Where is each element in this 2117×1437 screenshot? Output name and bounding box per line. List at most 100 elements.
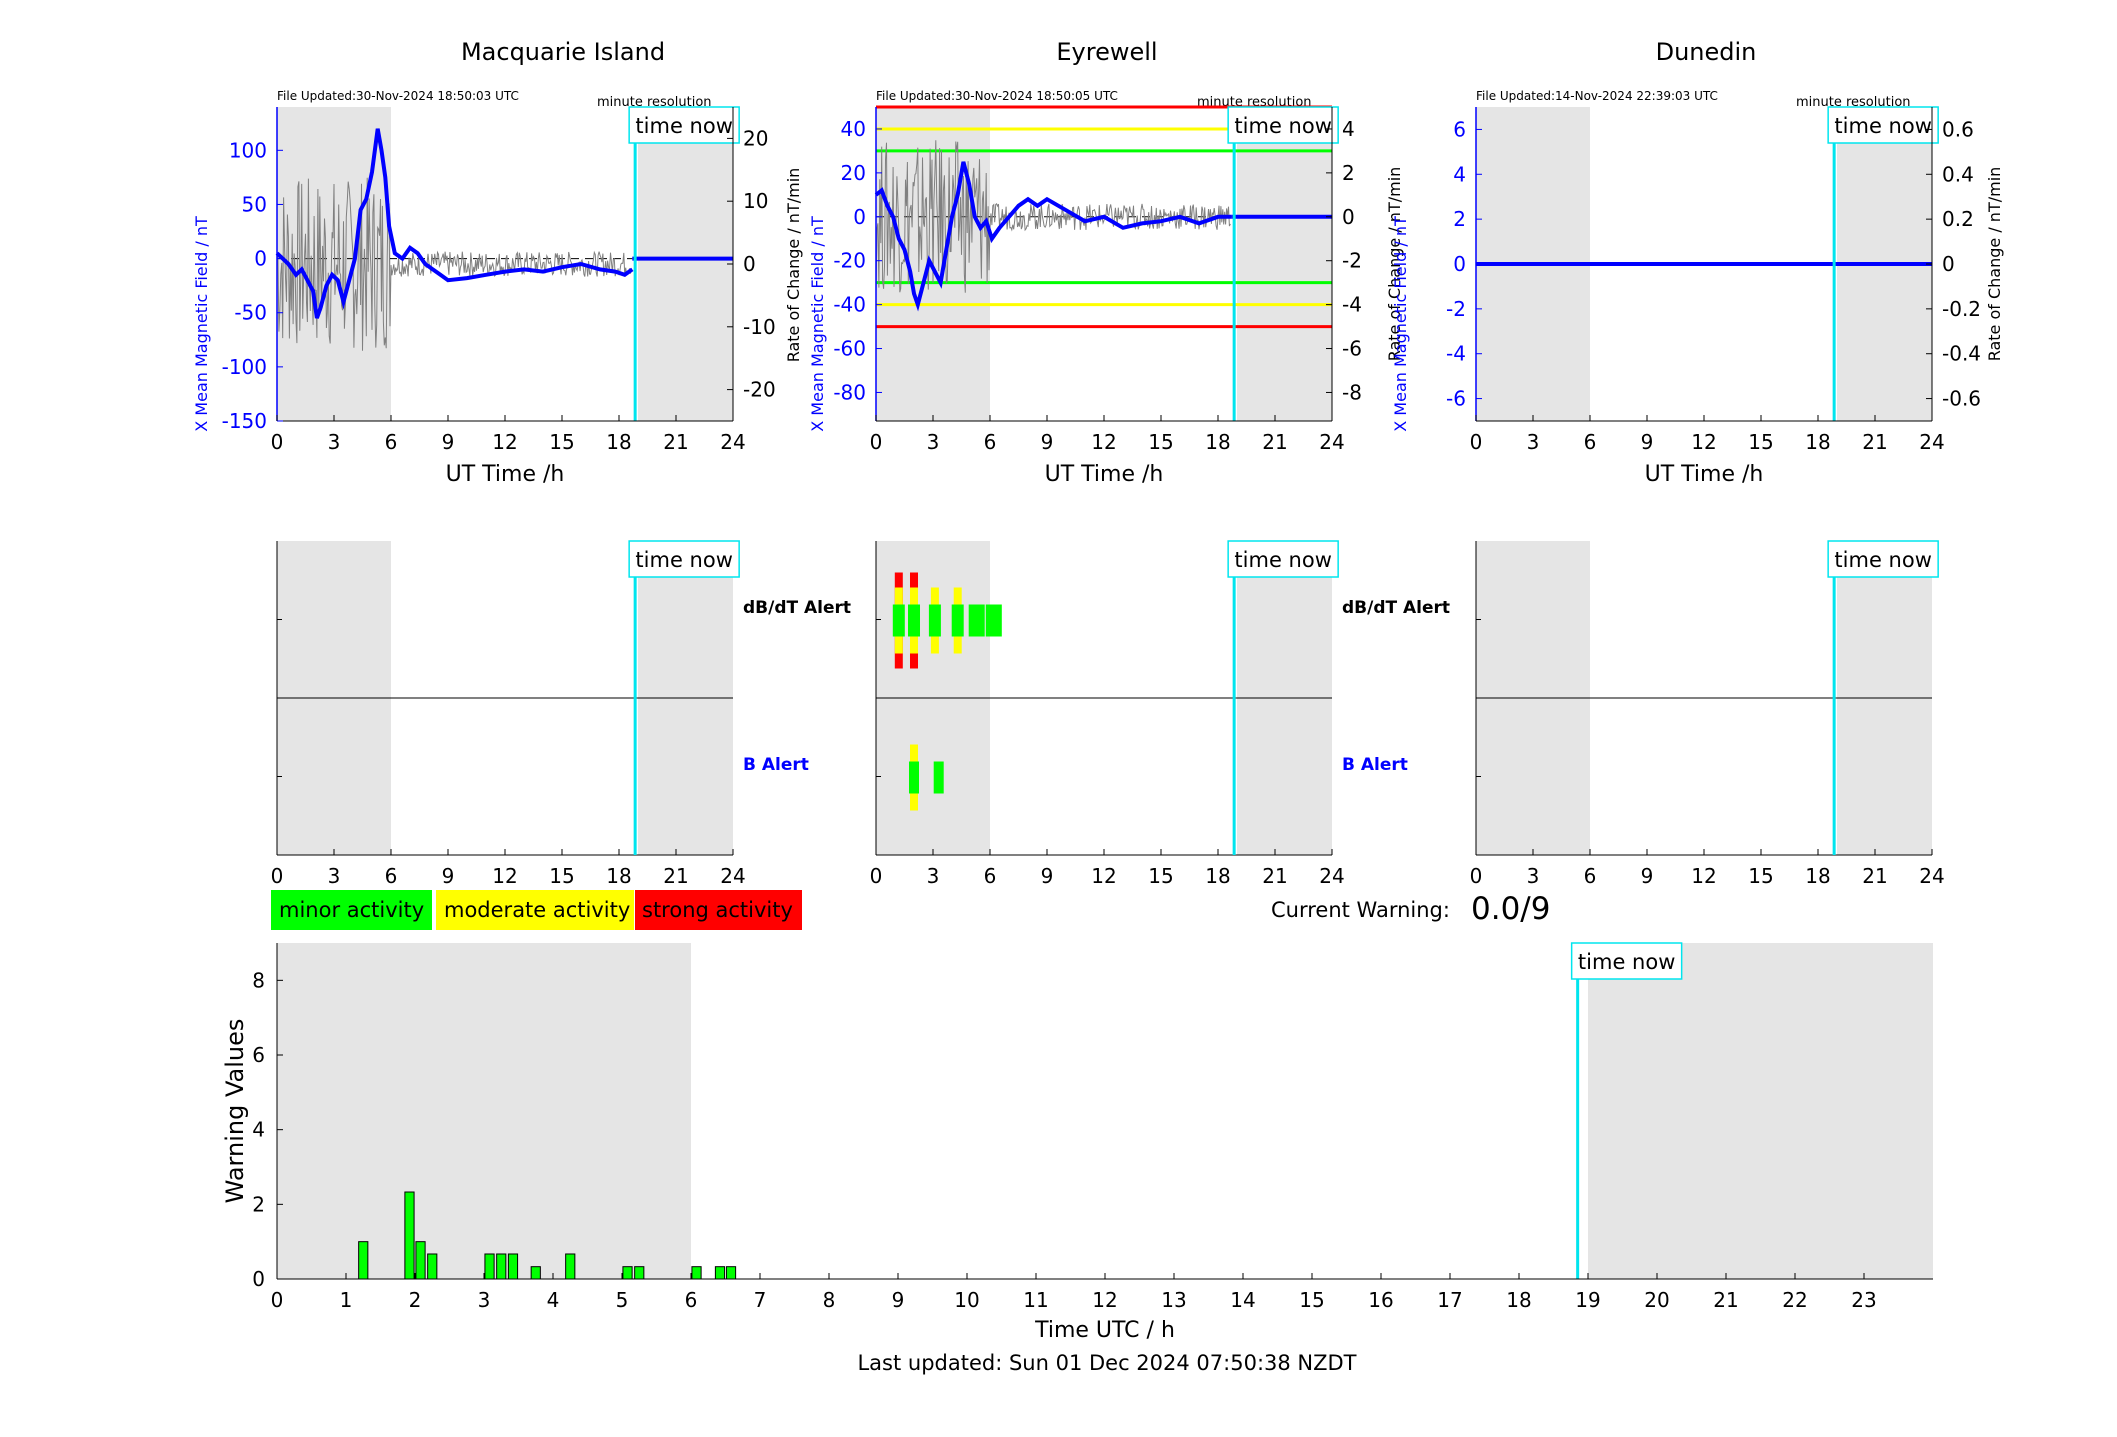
warning-x-tick-label-16: 16	[1368, 1288, 1393, 1312]
right-tick-label-macquarie-2: 0	[743, 252, 756, 276]
legend-strong-swatch	[635, 890, 802, 930]
warning-x-tick-label-7: 7	[754, 1288, 767, 1312]
warning-bar-6	[507, 1253, 519, 1280]
legend-minor-label: minor activity	[279, 898, 424, 922]
alert-x-tick-label-macquarie-3: 9	[442, 864, 455, 888]
field-plot-dunedin: time now-6-4-20246-0.6-0.4-0.200.20.40.6…	[1391, 106, 2004, 487]
right-tick-label-macquarie-1: -10	[743, 315, 776, 339]
left-tick-label-macquarie-4: 50	[242, 192, 267, 216]
alert-x-tick-label-dunedin-4: 12	[1691, 864, 1716, 888]
right-tick-label-eyrewell-4: 0	[1342, 205, 1355, 229]
legend-moderate-swatch	[436, 890, 634, 930]
right-tick-label-dunedin-4: 0.2	[1942, 207, 1974, 231]
alert-x-tick-label-macquarie-0: 0	[271, 864, 284, 888]
time-now-eyrewell-box	[1227, 106, 1339, 144]
warning-y-tick-label-2: 4	[252, 1118, 265, 1142]
x-axis-label-macquarie: UT Time /h	[446, 462, 565, 487]
alert-time-now-macquarie-box	[628, 540, 740, 578]
warning-x-tick-label-17: 17	[1437, 1288, 1462, 1312]
left-tick-label-dunedin-6: 6	[1453, 117, 1466, 141]
left-tick-label-eyrewell-6: 40	[841, 117, 866, 141]
alert-x-tick-label-eyrewell-3: 9	[1041, 864, 1054, 888]
x-tick-label-dunedin-6: 18	[1805, 430, 1830, 454]
x-tick-label-macquarie-7: 21	[663, 430, 688, 454]
warning-bar-11	[691, 1266, 702, 1280]
warning-bar-9	[622, 1266, 633, 1280]
time-now-dunedin-box	[1827, 106, 1939, 144]
x-tick-label-dunedin-7: 21	[1862, 430, 1887, 454]
x-tick-label-eyrewell-1: 3	[927, 430, 940, 454]
warning-y-axis-label: Warning Values	[221, 1019, 249, 1204]
right-tick-label-eyrewell-2: -4	[1342, 293, 1362, 317]
rate-of-change-line-eyrewell	[875, 140, 1231, 293]
alert-x-tick-label-dunedin-6: 18	[1805, 864, 1830, 888]
panel-title-macquarie: Macquarie Island	[461, 38, 665, 66]
current-warning-value: 0.0/9	[1471, 891, 1550, 927]
file-updated-macquarie: File Updated:30-Nov-2024 18:50:03 UTC	[277, 89, 519, 103]
dbdt-alert-label-eyrewell: dB/dT Alert	[1342, 598, 1450, 618]
x-tick-label-eyrewell-3: 9	[1041, 430, 1054, 454]
left-tick-label-macquarie-3: 0	[254, 247, 267, 271]
field-series-macquarie-0	[275, 128, 634, 319]
left-tick-label-eyrewell-2: -40	[833, 293, 866, 317]
time-now-macquarie-box	[628, 106, 740, 144]
alert-plot-dunedin: time now 0 3 6 9 12 15 18 21 24	[1470, 540, 1945, 888]
x-axis-label-dunedin: UT Time /h	[1645, 462, 1764, 487]
warning-x-axis-label: Time UTC / h	[1034, 1318, 1175, 1343]
right-tick-label-dunedin-1: -0.4	[1942, 342, 1981, 366]
right-tick-label-eyrewell-1: -6	[1342, 337, 1362, 361]
warning-bar-7	[530, 1266, 541, 1280]
alert-x-tick-label-macquarie-8: 24	[720, 864, 745, 888]
legend-moderate-label: moderate activity	[444, 898, 630, 922]
x-tick-label-dunedin-2: 6	[1584, 430, 1597, 454]
left-tick-label-macquarie-1: -100	[222, 355, 267, 379]
alert-plots: time now 0 3 6 9 12 15 18 21 24 dB/dT Alert B Alert…	[271, 540, 1945, 888]
alert-time-now-dunedin-label: time now	[1834, 548, 1931, 572]
dbdt-minor-bar-4	[968, 604, 985, 637]
warning-y-tick-label-1: 2	[252, 1192, 265, 1216]
x-tick-label-eyrewell-7: 21	[1262, 430, 1287, 454]
warning-bar-10	[634, 1266, 645, 1280]
x-tick-label-macquarie-6: 18	[606, 430, 631, 454]
x-tick-label-macquarie-0: 0	[271, 430, 284, 454]
x-tick-label-macquarie-4: 12	[492, 430, 517, 454]
x-tick-label-dunedin-0: 0	[1470, 430, 1483, 454]
x-tick-label-eyrewell-8: 24	[1319, 430, 1344, 454]
left-tick-label-dunedin-1: -4	[1446, 342, 1466, 366]
y2-axis-label-eyrewell: Rate of Change / nT/min	[1385, 167, 1404, 362]
right-tick-label-macquarie-0: -20	[743, 378, 776, 402]
left-tick-label-macquarie-0: -150	[222, 409, 267, 433]
left-tick-label-macquarie-2: -50	[234, 301, 267, 325]
warning-bar-0	[358, 1241, 369, 1280]
right-tick-label-dunedin-5: 0.4	[1942, 162, 1974, 186]
dbdt-minor-bar-0	[892, 604, 905, 637]
x-tick-label-eyrewell-5: 15	[1148, 430, 1173, 454]
warning-shade-1	[1588, 943, 1933, 1279]
dbdt-minor-bar-2	[928, 604, 941, 637]
b-minor-bar-0	[909, 761, 919, 794]
alert-x-tick-label-eyrewell-1: 3	[927, 864, 940, 888]
x-tick-label-macquarie-1: 3	[328, 430, 341, 454]
warning-x-tick-label-14: 14	[1230, 1288, 1255, 1312]
right-tick-label-macquarie-3: 10	[743, 189, 768, 213]
warning-y-tick-label-4: 8	[252, 968, 265, 992]
right-tick-label-dunedin-3: 0	[1942, 252, 1955, 276]
x-tick-label-eyrewell-4: 12	[1091, 430, 1116, 454]
warning-y-tick-label-0: 0	[252, 1267, 265, 1291]
y2-axis-label-macquarie: Rate of Change / nT/min	[784, 168, 803, 363]
left-tick-label-macquarie-5: 100	[229, 138, 267, 162]
left-tick-label-eyrewell-1: -60	[833, 337, 866, 361]
x-tick-label-dunedin-8: 24	[1919, 430, 1944, 454]
warning-x-tick-label-10: 10	[954, 1288, 979, 1312]
warning-bar-3	[427, 1253, 438, 1280]
right-tick-label-eyrewell-6: 4	[1342, 117, 1355, 141]
b-alert-label-macquarie: B Alert	[743, 755, 809, 775]
warning-x-tick-label-0: 0	[271, 1288, 284, 1312]
alert-x-tick-label-macquarie-5: 15	[549, 864, 574, 888]
alert-x-tick-label-eyrewell-2: 6	[984, 864, 997, 888]
alert-x-tick-label-dunedin-5: 15	[1748, 864, 1773, 888]
panel-title-eyrewell: Eyrewell	[1056, 38, 1157, 66]
